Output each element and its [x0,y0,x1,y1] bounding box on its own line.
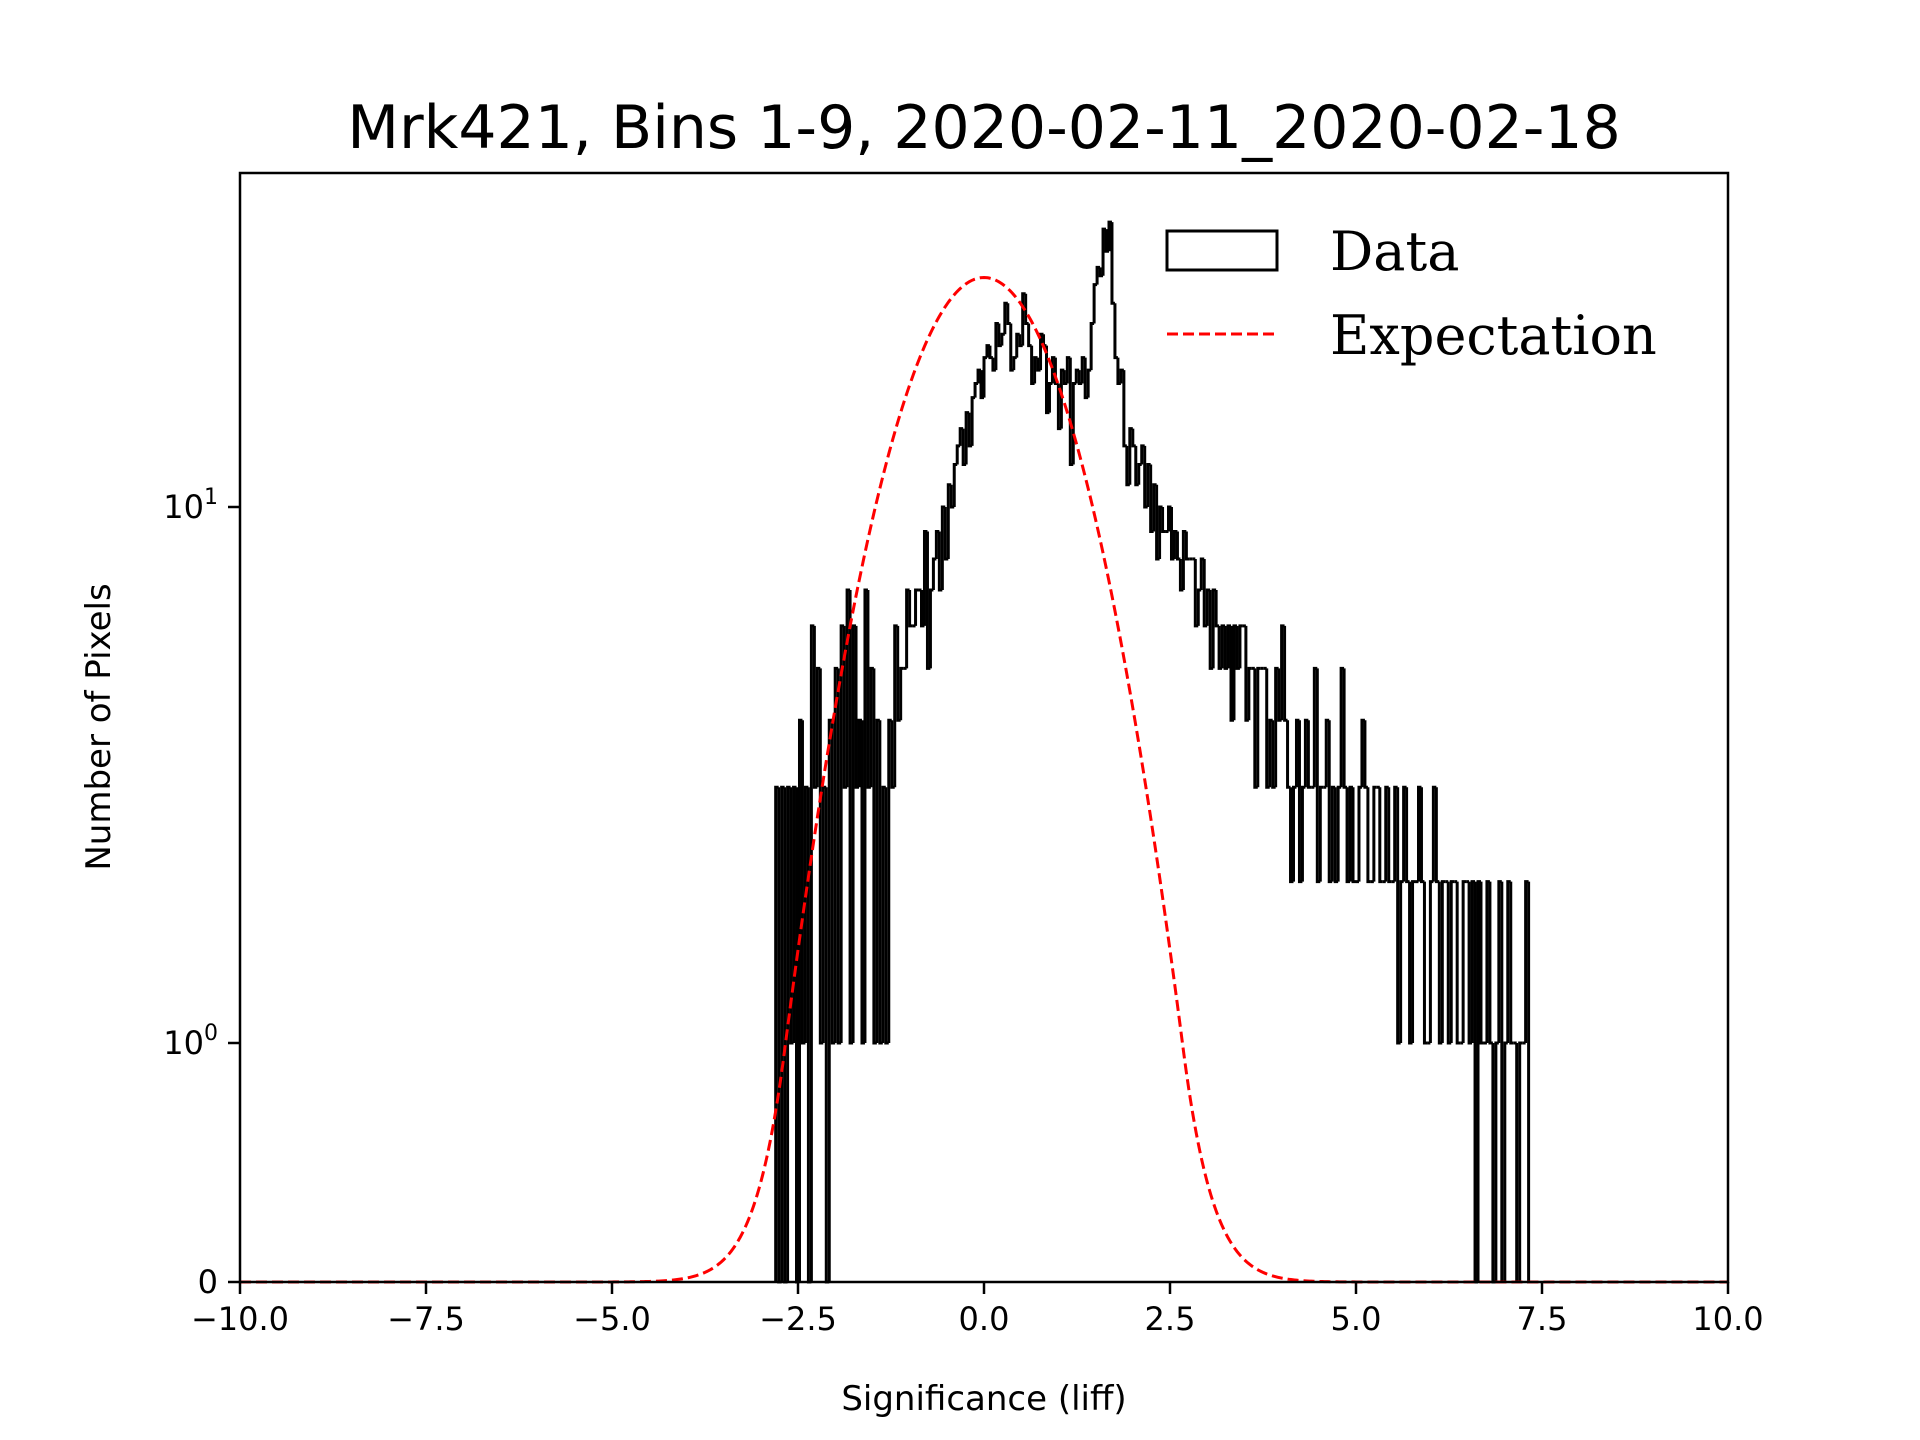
histogram-bin [1509,881,1514,1045]
histogram-bin [1175,531,1181,561]
histogram-bin [1086,368,1092,398]
histogram-bin [1503,1041,1508,1282]
histogram-bin [1071,381,1077,465]
x-tick-label: −5.0 [573,1300,651,1338]
histogram-bin [1161,507,1166,534]
histogram-bin [1518,1041,1523,1282]
histogram-bin [1372,785,1377,882]
histogram-bin [1292,785,1297,882]
histogram-bin [1122,370,1127,448]
histogram-bin [1027,323,1032,348]
histogram-bin [973,381,979,398]
histogram-bin [952,463,958,507]
histogram-bin [1006,303,1011,325]
histogram-bin [1378,787,1383,884]
histogram-bin [1214,590,1220,628]
histogram-bin [1494,1041,1499,1282]
histogram-bin [1399,880,1404,1043]
x-axis-label: Significance (liff) [841,1379,1126,1419]
histogram-bin [1357,785,1362,882]
histogram-bin [1351,787,1356,884]
histogram-bin [1455,881,1461,1045]
histogram-bin [1306,720,1312,789]
histogram-bin [931,557,937,591]
histogram-bin [970,396,976,446]
plot-area [240,220,1728,1284]
histogram-bin [1000,332,1005,346]
histogram-bin [955,444,961,465]
x-tick-label: 10.0 [1692,1300,1763,1338]
histogram-bin [1434,787,1440,884]
x-tick-label: −7.5 [387,1300,465,1338]
x-tick-label: −10.0 [191,1300,289,1338]
histogram-bin [988,345,993,360]
histogram-bin [1300,785,1306,882]
chart-title: Mrk421, Bins 1-9, 2020-02-11_2020-02-18 [347,93,1621,163]
y-axis-label: Number of Pixels [79,583,119,870]
histogram-bin [1256,666,1261,788]
x-tick-label: 2.5 [1145,1300,1196,1338]
histogram-bin [1286,720,1291,789]
histogram-bin [1238,624,1243,669]
legend-expectation-label: Expectation [1330,304,1657,367]
histogram-bin [1089,321,1095,371]
histogram-bin [1137,463,1142,485]
histogram-bin [1184,531,1190,561]
y-axis-ticks: 0 100 101 [163,485,240,1301]
histogram-bin [1366,787,1371,884]
histogram-bin [1336,785,1342,882]
histogram-bin [1405,787,1410,884]
histogram-bin [1411,880,1416,1043]
histogram-bin [899,666,904,721]
legend-data-label: Data [1330,220,1459,283]
histogram-bin [1422,881,1428,1045]
histogram-bin [1196,588,1202,626]
histogram-bin [928,588,934,669]
histogram-bin [1363,720,1368,789]
histogram-bin [1488,881,1493,1045]
histogram-bin [1440,880,1446,1043]
histogram-bin [1131,428,1136,448]
data-series [774,220,1532,1284]
histogram-bin [1449,880,1455,1043]
y-tick-label: 101 [163,485,218,526]
histogram-bin [1110,222,1115,305]
histogram-bin [1527,881,1532,1284]
histogram-bin [1428,880,1434,1043]
x-tick-label: 7.5 [1517,1300,1568,1338]
legend: Data Expectation [1165,220,1657,367]
histogram-bin [1283,625,1288,722]
histogram-bin [1461,880,1467,1043]
x-axis-ticks: −10.0 −7.5 −5.0 −2.5 0.0 2.5 5.0 7.5 10.0 [191,1282,1764,1338]
histogram-bin [1479,881,1484,1045]
x-tick-label: −2.5 [759,1300,837,1338]
y-tick-label: 100 [163,1021,218,1062]
legend-data-patch [1165,229,1279,272]
histogram-bin [914,588,919,626]
histogram-bin [1092,283,1098,324]
x-tick-label: 0.0 [959,1300,1010,1338]
histogram-bin [1047,381,1053,413]
histogram-bin [1387,787,1392,884]
histogram-bin [908,590,913,628]
y-tick-label: 0 [198,1263,218,1301]
histogram-bin [1113,303,1118,360]
histogram-bin [1318,785,1324,882]
histogram-bin [1024,293,1029,325]
histogram-bin [1419,787,1425,884]
histogram-bin [1342,668,1348,789]
histogram-bin [982,356,987,398]
x-tick-label: 5.0 [1331,1300,1382,1338]
histogram-bin [1247,666,1252,721]
histogram-bin [1012,356,1017,371]
